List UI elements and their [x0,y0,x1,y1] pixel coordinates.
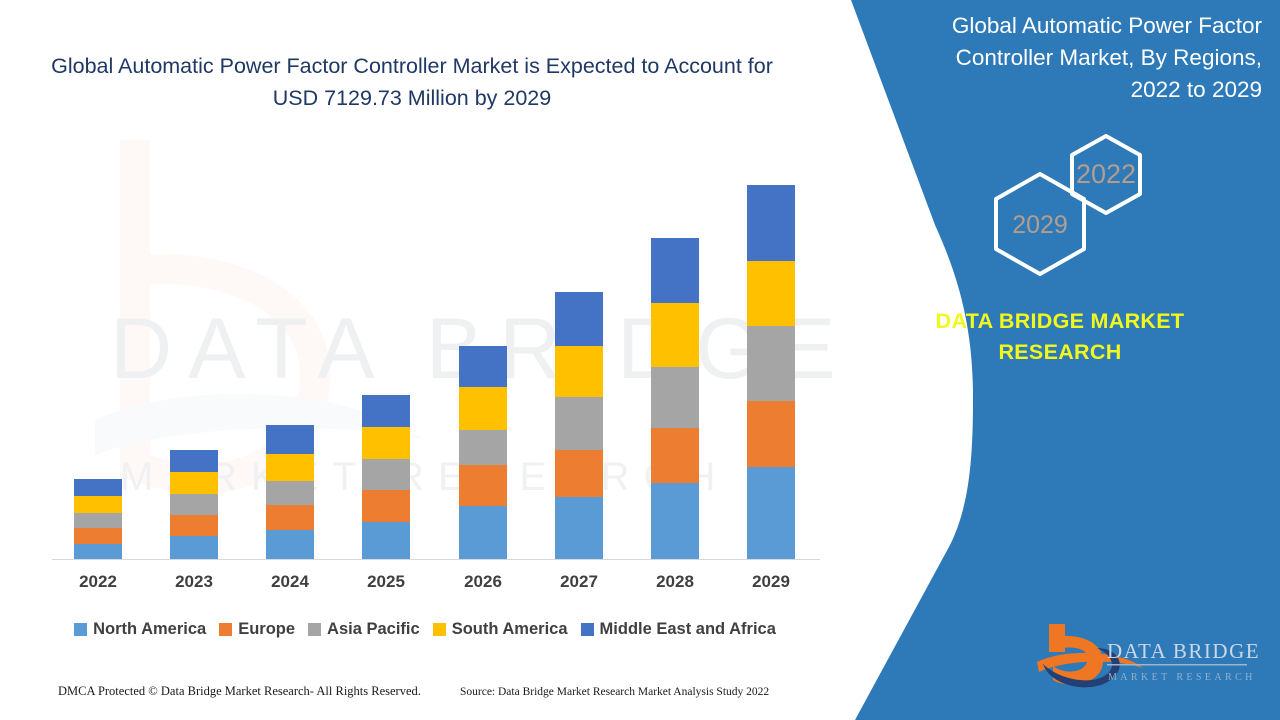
bar-segment [555,346,603,397]
bar-segment [74,496,122,513]
brand-wordmark-line2: RESEARCH [998,340,1122,364]
bar-segment [266,505,314,530]
bar-2022 [74,479,122,559]
bar-2029 [747,185,795,559]
bar-2026 [459,346,507,559]
legend-swatch-icon [308,622,322,636]
legend-item[interactable]: Europe [219,620,295,639]
legend-swatch-icon [580,622,594,636]
bar-segment [747,467,795,559]
bar-segment [459,430,507,465]
hexagon-2029-label: 2029 [1012,211,1068,239]
legend-item[interactable]: South America [432,619,568,639]
bar-segment [651,367,699,428]
bar-segment [170,450,218,472]
bar-segment [170,515,218,536]
legend-swatch-icon [432,622,446,636]
x-axis-label-2029: 2029 [752,572,790,591]
bar-segment [459,346,507,387]
bar-segment [74,544,122,559]
bar-segment [651,303,699,367]
brand-panel-shape [851,0,1280,720]
panel-title: Global Automatic Power Factor Controller… [951,13,1262,102]
bar-segment [747,261,795,326]
bar-segment [74,479,122,496]
footer-source: Source: Data Bridge Market Research Mark… [460,686,770,698]
bar-segment [362,522,410,559]
x-axis-label-2027: 2027 [560,572,598,591]
chart-baseline-axis [52,559,820,560]
bar-segment [362,427,410,459]
legend-label: South America [451,619,568,638]
brand-wordmark-line1: DATA BRIDGE MARKET [935,309,1185,333]
bar-2028 [651,238,699,559]
hexagon-badges: 2022 2029 [840,128,1280,278]
bar-segment [362,459,410,490]
bar-segment [266,454,314,481]
legend-swatch-icon [74,622,88,636]
bar-2027 [555,292,603,559]
x-axis-label-2026: 2026 [464,572,502,591]
legend-item[interactable]: Asia Pacific [308,620,420,639]
bar-segment [651,483,699,559]
bar-segment [266,425,314,454]
bar-segment [555,450,603,497]
bar-segment [266,481,314,505]
watermark-text-bottom: MARKET RESEARCH [120,455,730,499]
stacked-bar-chart [0,150,850,570]
dbmr-logo-mark [1037,624,1143,688]
bar-segment [651,238,699,303]
bar-2025 [362,395,410,559]
brand-panel: Global Automatic Power Factor Controller… [840,0,1280,720]
hexagon-2029-shape [994,172,1086,276]
x-axis-labels: 2022 2023 2024 2025 2026 2027 2028 2029 [0,572,850,596]
bar-segment [362,490,410,522]
legend-label: Middle East and Africa [599,619,776,638]
dbmr-logo-title: DATA BRIDGE [1107,639,1260,663]
x-axis-label-2025: 2025 [367,572,405,591]
page-title: Global Automatic Power Factor Controller… [51,54,773,110]
bar-segment [74,513,122,528]
legend-label: North America [93,619,207,638]
x-axis-label-2028: 2028 [656,572,694,591]
bar-segment [651,428,699,483]
legend-label: Asia Pacific [327,619,420,638]
dbmr-logo: DATA BRIDGE MARKET RESEARCH [1035,622,1265,694]
bar-2023 [170,450,218,559]
bar-segment [747,185,795,261]
bar-2024 [266,425,314,559]
bar-segment [459,465,507,506]
bar-segment [74,528,122,544]
bar-segment [555,397,603,450]
chart-legend: North America Europe Asia Pacific South Ame… [0,616,850,642]
x-axis-label-2023: 2023 [175,572,213,591]
bar-segment [170,536,218,559]
brand-wordmark: DATA BRIDGE MARKET RESEARCH [840,306,1280,368]
x-axis-label-2024: 2024 [271,572,309,591]
bar-segment [459,506,507,559]
bar-segment [170,472,218,494]
bar-segment [362,395,410,427]
bar-segment [459,387,507,430]
x-axis-label-2022: 2022 [79,572,117,591]
hexagon-2022-shape [1070,134,1142,215]
footer-copyright: DMCA Protected © Data Bridge Market Rese… [58,684,421,698]
legend-label: Europe [238,619,296,638]
bar-segment [555,292,603,346]
bar-segment [266,530,314,559]
bar-segment [747,326,795,401]
dbmr-logo-subtitle: MARKET RESEARCH [1108,672,1256,683]
legend-swatch-icon [219,622,233,636]
bar-segment [747,401,795,467]
hexagon-2022-label: 2022 [1076,159,1136,189]
bar-segment [170,494,218,515]
bar-segment [555,497,603,559]
legend-item[interactable]: Middle East and Africa [580,619,776,639]
legend-item[interactable]: North America [74,620,206,639]
